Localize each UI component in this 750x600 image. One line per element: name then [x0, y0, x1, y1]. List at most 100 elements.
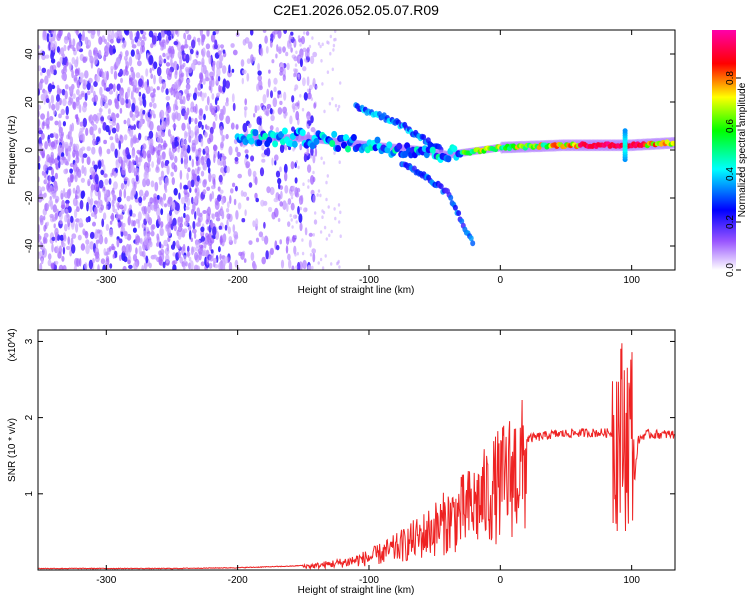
noise-cell: [188, 256, 192, 262]
noise-cell: [90, 129, 94, 135]
noise-cell: [167, 129, 171, 137]
noise-cell: [312, 82, 315, 86]
noise-cell: [329, 51, 332, 56]
noise-cell: [177, 225, 183, 233]
noise-cell: [312, 170, 315, 175]
noise-cell: [336, 261, 340, 265]
noise-cell: [321, 215, 324, 219]
noise-cell: [172, 217, 177, 227]
noise-cell: [203, 113, 206, 121]
lower-branch-cell: [456, 210, 462, 217]
noise-cell: [233, 198, 237, 206]
noise-cell: [310, 97, 314, 101]
noise-cell: [247, 168, 252, 177]
noise-cell: [97, 30, 101, 37]
noise-cell: [267, 78, 271, 88]
y-tick-label: -40: [24, 238, 35, 253]
noise-cell: [98, 147, 103, 157]
noise-cell: [330, 229, 333, 234]
noise-cell: [196, 239, 201, 245]
noise-cell: [55, 101, 60, 111]
noise-cell: [289, 115, 293, 125]
noise-cell: [129, 209, 133, 217]
noise-cell: [262, 94, 267, 104]
noise-cell: [135, 72, 141, 79]
noise-cell: [164, 176, 170, 186]
noise-cell: [332, 43, 336, 48]
noise-cell: [295, 106, 298, 111]
noise-cell: [157, 149, 161, 156]
noise-cell: [324, 254, 327, 258]
noise-cell: [184, 192, 189, 203]
noise-cell: [47, 253, 52, 260]
noise-cell: [321, 266, 325, 270]
noise-cell: [109, 263, 113, 269]
noise-cell: [49, 116, 54, 121]
noise-cell: [156, 242, 160, 247]
noise-cell: [192, 92, 197, 101]
noise-cell: [68, 62, 72, 70]
noise-cell: [79, 77, 83, 83]
noise-cell: [160, 208, 164, 216]
noise-cell: [336, 107, 340, 112]
noise-cell: [242, 122, 248, 133]
main-trace-cell: [341, 141, 347, 149]
noise-cell: [304, 227, 308, 236]
noise-cell: [130, 95, 134, 100]
noise-cell: [56, 61, 61, 68]
noise-cell: [38, 88, 41, 96]
noise-cell: [123, 176, 129, 182]
noise-cell: [50, 175, 56, 183]
noise-cell: [118, 140, 121, 150]
noise-cell: [99, 107, 102, 116]
noise-cell: [138, 245, 142, 255]
noise-cell: [132, 186, 136, 193]
noise-cell: [158, 57, 164, 65]
noise-cell: [105, 223, 110, 231]
noise-cell: [71, 122, 74, 132]
noise-cell: [185, 214, 190, 223]
noise-cell: [103, 95, 108, 103]
noise-cell: [278, 183, 281, 190]
noise-cell: [38, 118, 41, 128]
noise-cell: [279, 185, 284, 191]
noise-cell: [222, 65, 227, 74]
noise-cell: [339, 210, 342, 215]
noise-cell: [196, 61, 202, 66]
noise-cell: [158, 241, 162, 249]
noise-cell: [308, 44, 312, 49]
noise-cell: [101, 71, 105, 79]
noise-cell: [40, 149, 44, 156]
noise-cell: [275, 244, 280, 251]
noise-cell: [308, 232, 313, 237]
noise-cell: [228, 236, 233, 243]
noise-cell: [259, 167, 265, 177]
noise-cell: [196, 221, 200, 227]
noise-cell: [76, 206, 80, 213]
noise-cell: [65, 115, 69, 120]
noise-cell: [290, 35, 293, 40]
noise-cell: [73, 264, 77, 270]
noise-cell: [319, 230, 323, 234]
noise-cell: [191, 158, 194, 168]
noise-cell: [92, 258, 95, 264]
noise-cell: [139, 118, 143, 127]
noise-cell: [230, 188, 234, 194]
noise-cell: [119, 30, 123, 40]
noise-cell: [323, 109, 326, 114]
noise-cell: [79, 199, 84, 210]
noise-cell: [104, 178, 109, 186]
noise-cell: [130, 66, 134, 73]
noise-cell: [150, 73, 154, 79]
noise-cell: [207, 137, 212, 144]
noise-cell: [39, 262, 43, 270]
noise-cell: [244, 209, 247, 217]
noise-cell: [78, 32, 82, 42]
noise-cell: [290, 31, 294, 36]
noise-cell: [210, 222, 213, 229]
noise-cell: [59, 220, 63, 225]
noise-cell: [46, 32, 50, 43]
noise-cell: [112, 194, 117, 201]
noise-cell: [173, 60, 178, 71]
noise-cell: [305, 207, 308, 212]
